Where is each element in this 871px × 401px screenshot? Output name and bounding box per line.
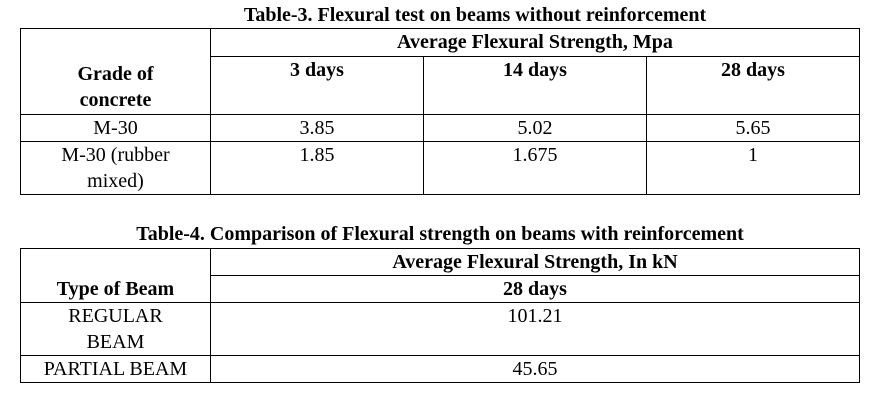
type-header: Type of Beam [20,248,211,303]
group-header: Average Flexural Strength, In kN [210,248,860,276]
value-cell: 5.02 [423,114,647,142]
table-row: M-30 (rubber mixed) 1.85 1.675 1 [20,141,860,195]
table-row: PARTIAL BEAM 45.65 [20,355,860,383]
group-header: Average Flexural Strength, Mpa [210,28,860,57]
column-header-3-days: 3 days [210,56,424,115]
beam-type-cell: PARTIAL BEAM [20,355,211,383]
value-cell: 1 [646,141,860,195]
table-3-caption: Table-3. Flexural test on beams without … [243,4,707,26]
value-cell: 5.65 [646,114,860,142]
table-3: Grade of concrete Average Flexural Stren… [20,28,860,195]
value-cell: 1.85 [210,141,424,195]
column-header-28-days: 28 days [210,275,860,303]
grade-cell: M-30 [20,114,211,142]
column-header-14-days: 14 days [423,56,647,115]
grade-cell: M-30 (rubber mixed) [20,141,211,195]
value-cell: 101.21 [210,302,860,356]
table-4-caption: Table-4. Comparison of Flexural strength… [136,223,744,245]
table-row: REGULAR BEAM 101.21 [20,302,860,356]
beam-type-cell: REGULAR BEAM [20,302,211,356]
table-row: M-30 3.85 5.02 5.65 [20,114,860,142]
table-4: Type of Beam Average Flexural Strength, … [20,248,860,383]
grade-header: Grade of concrete [20,28,211,115]
column-header-28-days: 28 days [646,56,860,115]
value-cell: 45.65 [210,355,860,383]
value-cell: 3.85 [210,114,424,142]
value-cell: 1.675 [423,141,647,195]
